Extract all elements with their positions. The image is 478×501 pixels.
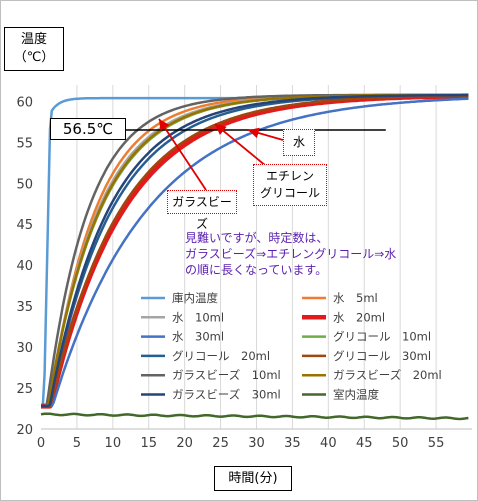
callout-water: 水 (283, 129, 315, 156)
x-tick-label: 25 (212, 436, 229, 451)
y-axis-label-line1: 温度 (20, 32, 47, 47)
legend: 庫内温度 水 5ml 水 10ml 水 20ml 水 30ml グリコール 10ml グリコ… (141, 291, 442, 402)
y-tick-label: 55 (16, 136, 33, 151)
legend-label-6: グリコール 10ml (333, 330, 431, 344)
legend-label-7: グリコール 20ml (172, 349, 270, 363)
x-tick-label: 0 (37, 436, 45, 451)
x-tick-label: 45 (356, 436, 373, 451)
legend-label-5: 水 30ml (172, 330, 224, 344)
callout-glycol-line1: エチレン (265, 169, 314, 183)
legend-label-2: 水 5ml (333, 291, 378, 305)
x-tick-label: 50 (392, 436, 409, 451)
legend-label-3: 水 10ml (172, 310, 224, 324)
y-axis-label: 温度 （℃） (4, 27, 64, 71)
legend-label-1: 庫内温度 (172, 291, 218, 305)
x-tick-label: 15 (140, 436, 157, 451)
note-line-3: の順に長くなっています。 (185, 263, 328, 277)
x-tick-label: 40 (320, 436, 337, 451)
arrow-glycol (214, 123, 267, 167)
callout-glycol: エチレン グリコール (253, 164, 327, 206)
y-tick-label: 20 (16, 423, 33, 438)
legend-label-9: ガラスビーズ 10ml (172, 368, 281, 382)
x-tick-label: 30 (248, 436, 265, 451)
reference-line-label: 56.5℃ (50, 118, 126, 140)
series-line-11 (41, 93, 469, 408)
x-tick-label: 35 (284, 436, 301, 451)
x-tick-label: 55 (428, 436, 445, 451)
arrow-glass-beads (158, 118, 207, 191)
arrow-water (247, 127, 284, 141)
y-tick-label: 30 (16, 341, 33, 356)
y-tick-label: 45 (16, 218, 33, 233)
callout-glycol-line2: グリコール (259, 186, 320, 200)
legend-label-12: 室内温度 (333, 388, 379, 402)
legend-label-10: ガラスビーズ 20ml (333, 368, 442, 382)
y-tick-label: 50 (16, 177, 33, 192)
axis-layer: 0 5 10 15 20 25 30 35 40 45 50 55 20 25 30 35 40 45 50 55 60 (16, 95, 472, 451)
y-tick-label: 40 (16, 259, 33, 274)
arrow-layer (158, 118, 284, 191)
callout-glass-beads: ガラスビーズ (167, 190, 237, 231)
series-line-8 (41, 94, 469, 408)
legend-label-4: 水 20ml (333, 310, 385, 324)
legend-label-11: ガラスビーズ 30ml (172, 388, 281, 402)
note-line-2: ガラスビーズ⇒エチレングリコール⇒水 (185, 247, 397, 261)
y-axis-label-line2: （℃） (13, 50, 55, 65)
time-constant-note: 見難いですが、時定数は、 ガラスビーズ⇒エチレングリコール⇒水 の順に長くなって… (185, 230, 425, 278)
series-line-12 (40, 412, 469, 421)
y-tick-label: 25 (16, 382, 33, 397)
y-tick-label: 35 (16, 300, 33, 315)
series-layer (40, 93, 470, 421)
x-axis-label: 時間(分) (214, 466, 292, 491)
y-tick-label: 60 (16, 95, 33, 110)
x-tick-label: 20 (176, 436, 193, 451)
note-line-1: 見難いですが、時定数は、 (185, 231, 329, 245)
legend-label-8: グリコール 30ml (333, 349, 431, 363)
grid-layer (76, 85, 437, 429)
x-tick-label: 5 (73, 436, 81, 451)
x-tick-label: 10 (105, 436, 122, 451)
